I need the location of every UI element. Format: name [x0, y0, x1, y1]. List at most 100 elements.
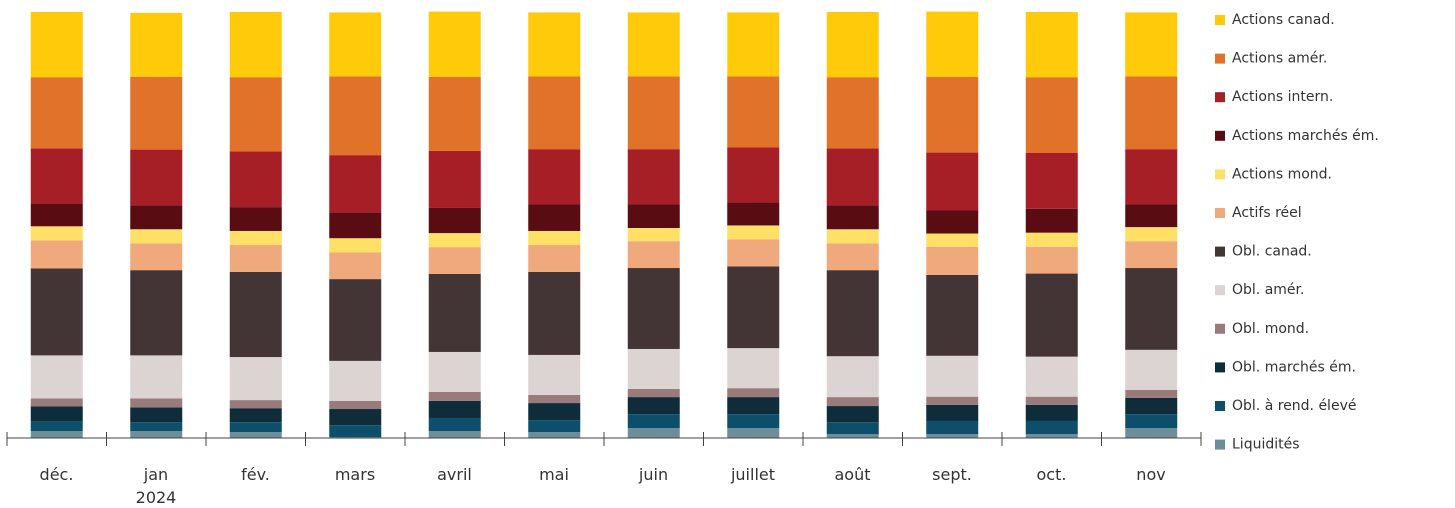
bar-segment — [229, 207, 282, 231]
legend-label: Obl. marchés ém. — [1232, 359, 1356, 375]
x-tick-label: août — [834, 465, 871, 484]
bar-segment — [130, 76, 183, 150]
bar-segment — [329, 252, 382, 280]
bar-segment — [428, 273, 481, 352]
x-tick-label: nov — [1136, 465, 1166, 484]
bar-segment — [727, 202, 780, 226]
bar-segment — [130, 407, 183, 423]
bar-segment — [130, 229, 183, 244]
legend-swatch — [1215, 439, 1225, 450]
x-tick-label: jan 2024 — [135, 465, 177, 507]
legend-swatch — [1215, 401, 1225, 411]
legend-label: Liquidités — [1232, 437, 1300, 453]
bar-segment — [428, 76, 481, 151]
bar-segment — [1125, 76, 1178, 150]
legend-label: Obl. amér. — [1232, 282, 1304, 298]
bar-segment — [30, 240, 83, 269]
bar-segment — [229, 271, 282, 358]
bar-segment — [727, 147, 780, 203]
bar-segment — [30, 203, 83, 227]
bar-segment — [30, 406, 83, 422]
bar-segment — [1125, 204, 1178, 228]
x-tick-label: mai — [539, 465, 569, 484]
x-tick-label: avril — [437, 465, 472, 484]
bar-segment — [528, 432, 581, 438]
bar-segment — [826, 397, 879, 407]
bar-segment — [1025, 232, 1078, 247]
bar-segment — [329, 212, 382, 239]
bar-segment — [727, 397, 780, 415]
bar-segment — [926, 76, 979, 153]
bar-segment — [30, 226, 83, 241]
bar-segment — [1025, 273, 1078, 357]
legend-swatch — [1215, 130, 1225, 141]
bar-segment — [130, 205, 183, 230]
bar-segment — [926, 274, 979, 356]
bar-segment — [229, 230, 282, 246]
bar-segment — [727, 428, 780, 438]
bar-segment — [1125, 397, 1178, 415]
bar-segment — [926, 210, 979, 234]
bar-segment — [627, 149, 680, 205]
bar-segment — [329, 409, 382, 426]
x-tick-label: fév. — [241, 465, 270, 484]
bar-segment — [528, 76, 581, 150]
bar-segment — [926, 420, 979, 435]
bar-segment — [727, 414, 780, 429]
bar-segment — [229, 408, 282, 423]
x-tick-label: juin — [638, 465, 669, 484]
bar-segment — [627, 12, 680, 77]
bar-segment — [826, 229, 879, 244]
bar-segment — [926, 396, 979, 405]
bar-segment — [329, 12, 382, 77]
bar-segment — [1125, 414, 1178, 429]
bar-segment — [627, 227, 680, 242]
bar-segment — [826, 12, 879, 78]
bar-segment — [1025, 77, 1078, 154]
bar-segment — [229, 432, 282, 438]
x-tick-label: déc. — [39, 465, 74, 484]
bar-segment — [1125, 428, 1178, 438]
bar-segment — [329, 360, 382, 401]
bar-segment — [528, 420, 581, 433]
bar-segment — [329, 238, 382, 253]
bar-segment — [1125, 241, 1178, 269]
bar-segment — [1125, 268, 1178, 350]
bar-segment — [826, 356, 879, 398]
bar-segment — [627, 348, 680, 390]
x-tick-label: sept. — [932, 465, 972, 484]
bar-segment — [130, 431, 183, 438]
legend-label: Actions mond. — [1232, 166, 1332, 182]
bar-segment — [727, 225, 780, 240]
legend-label: Obl. mond. — [1232, 321, 1309, 337]
legend-label: Obl. canad. — [1232, 244, 1312, 260]
bar-segment — [627, 241, 680, 269]
legend-swatch — [1215, 285, 1225, 296]
bar-segment — [329, 400, 382, 410]
bar-segment — [130, 270, 183, 356]
bar-segment — [229, 245, 282, 272]
bar-segment — [627, 414, 680, 429]
bar-segment — [826, 422, 879, 435]
bar-segment — [30, 421, 83, 432]
bar-segment — [428, 233, 481, 248]
bar-segment — [627, 76, 680, 150]
bar-segment — [528, 403, 581, 421]
bar-segment — [926, 404, 979, 421]
bar-segment — [1025, 420, 1078, 435]
bar-segment — [329, 76, 382, 156]
bar-segment — [30, 268, 83, 356]
bar-segment — [229, 400, 282, 409]
legend-label: Actions marchés ém. — [1232, 128, 1379, 144]
legend-swatch — [1215, 362, 1225, 373]
bar-segment — [926, 355, 979, 397]
bar-segment — [528, 245, 581, 272]
bar-segment — [428, 351, 481, 392]
bar-segment — [229, 77, 282, 152]
bar-segment — [528, 204, 581, 231]
bar-segment — [130, 422, 183, 432]
bar-segment — [130, 149, 183, 206]
bar-segment — [528, 394, 581, 404]
legend-swatch — [1215, 15, 1225, 25]
legend-swatch — [1215, 246, 1225, 257]
